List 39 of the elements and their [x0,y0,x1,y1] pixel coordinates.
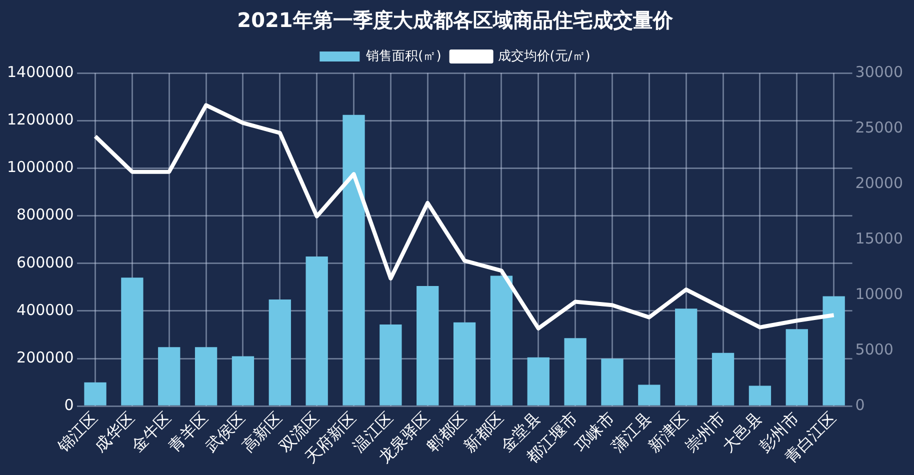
bar [786,329,808,406]
y-tick-label: 1400000 [6,62,74,81]
bar [453,322,476,406]
y-tick-label: 400000 [16,300,74,319]
bar [564,338,586,406]
legend-label: 成交均价(元/㎡) [498,48,590,64]
bar [121,278,144,406]
y-tick-label: 200000 [16,348,74,366]
y-tick-label: 1200000 [6,110,74,128]
bar [84,382,106,406]
bar [822,296,845,406]
y2-tick-label: 30000 [855,62,903,81]
y2-tick-label: 15000 [855,229,903,248]
bar [712,352,734,406]
y-tick-label: 800000 [16,206,74,224]
y2-tick-label: 20000 [855,174,903,192]
y2-tick-label: 0 [855,396,865,414]
bar [306,256,328,406]
bar [194,347,218,406]
y-tick-label: 600000 [16,253,74,272]
bar [342,114,365,406]
y2-tick-label: 10000 [855,285,903,304]
y-tick-label: 0 [64,396,74,414]
bar [268,300,291,406]
chart-title: 2021年第一季度大成都各区域商品住宅成交量价 [237,8,674,32]
bar [232,356,254,406]
bar [158,347,180,406]
y-tick-label: 1000000 [6,158,74,176]
bar [748,386,772,406]
bar [638,384,660,406]
bar [380,324,402,406]
y2-tick-label: 25000 [855,118,903,136]
bar [601,358,624,406]
y2-tick-label: 5000 [855,340,894,359]
bar [527,357,550,406]
bar [490,276,513,406]
legend-label: 销售面积(㎡) [365,48,442,64]
bar [675,308,698,406]
bar [416,286,439,406]
